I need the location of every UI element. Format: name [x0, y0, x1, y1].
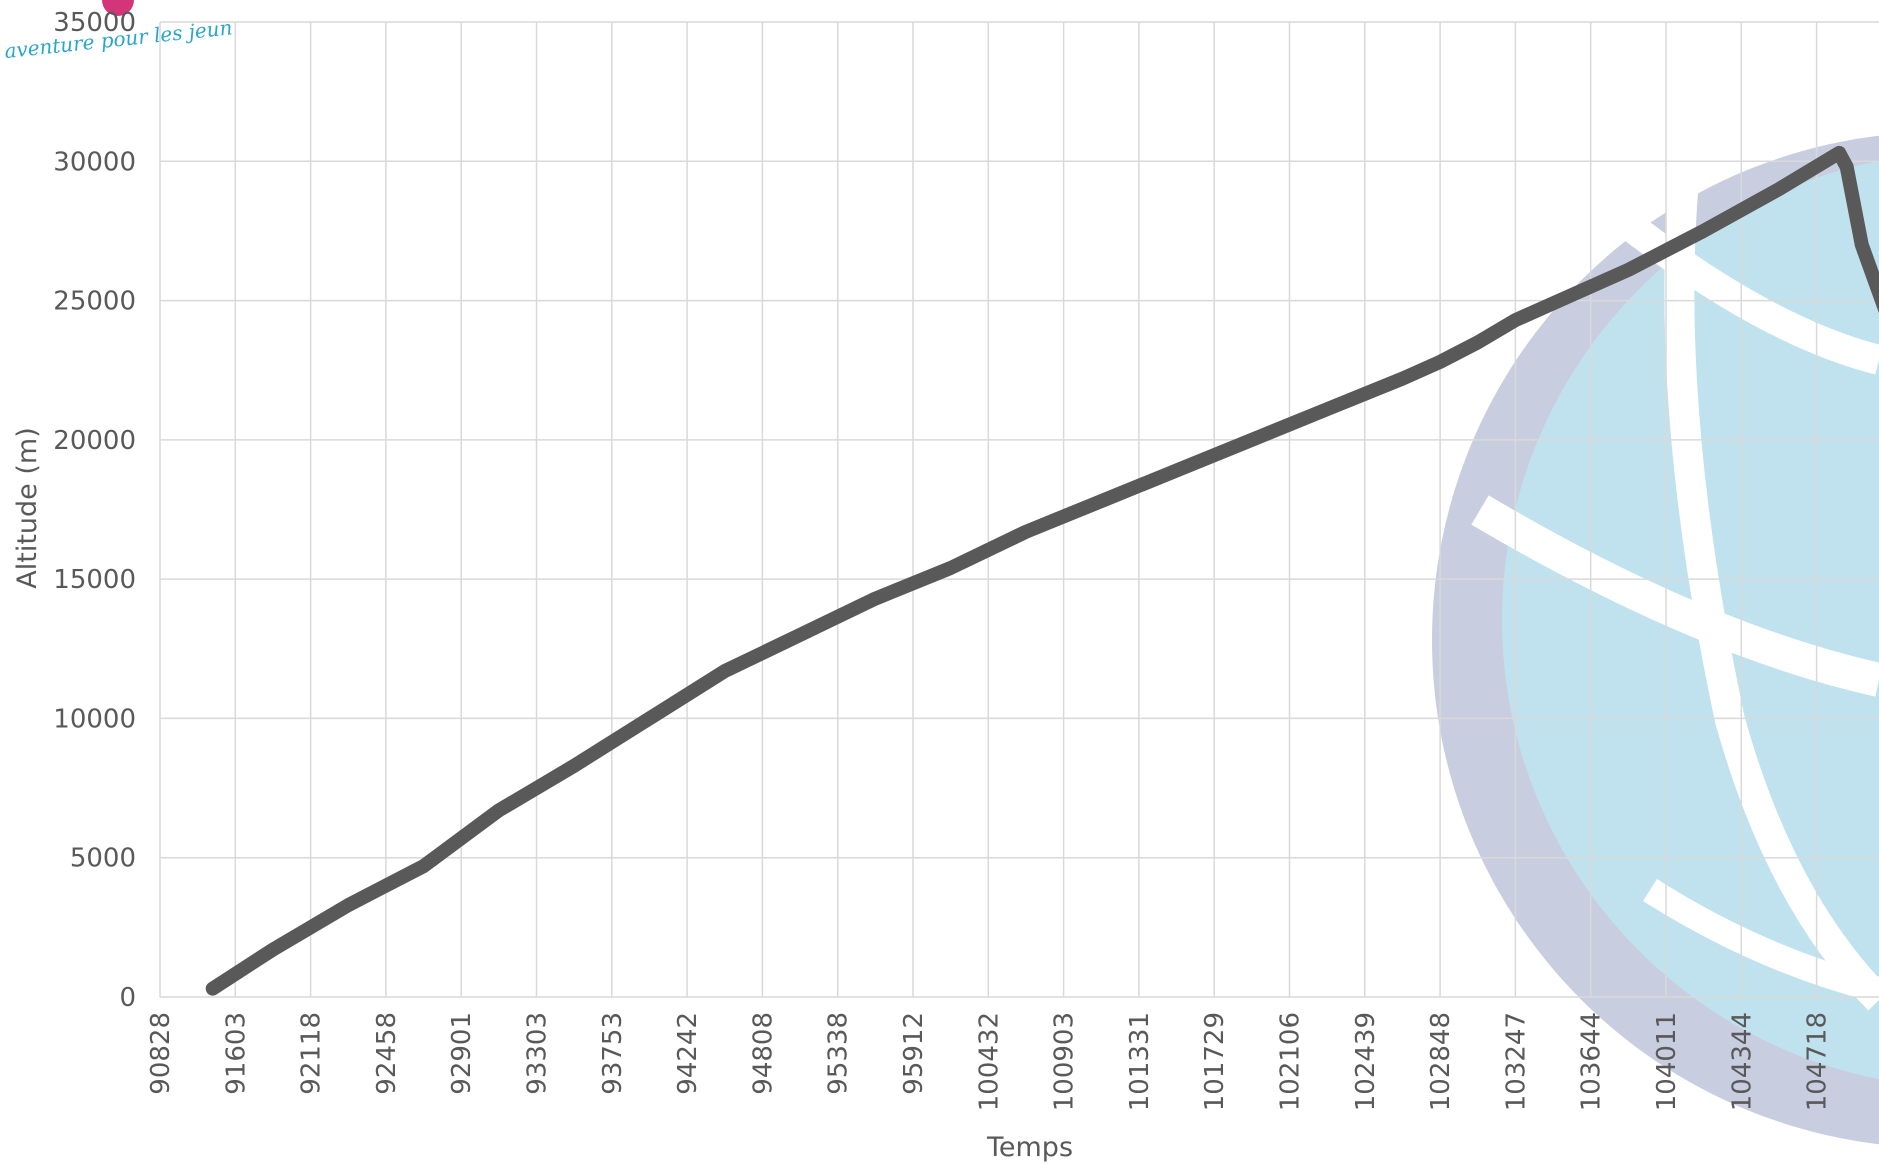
x-tick-label: 103247 [1501, 1012, 1531, 1111]
x-tick-label: 92118 [297, 1012, 327, 1095]
x-tick-label: 102848 [1426, 1012, 1456, 1111]
x-tick-label: 101331 [1125, 1012, 1155, 1111]
x-axis-ticks: 90828 91603 92118 92458 92901 93303 93753 94242… [146, 1012, 1879, 1111]
y-tick-label: 10000 [53, 704, 136, 734]
corner-logo-mark [102, 0, 134, 16]
y-tick-label: 30000 [53, 147, 136, 177]
x-tick-label: 102439 [1351, 1012, 1381, 1111]
x-tick-label: 102106 [1276, 1012, 1306, 1111]
y-tick-label: 20000 [53, 426, 136, 456]
x-tick-label: 95338 [824, 1012, 854, 1095]
y-tick-label: 15000 [53, 565, 136, 595]
y-axis-ticks: 0 5000 10000 15000 20000 25000 30000 35000 [53, 8, 136, 1013]
watermark-logo [1432, 16, 1879, 1145]
x-tick-label: 104344 [1727, 1012, 1757, 1111]
y-tick-label: 35000 [53, 8, 136, 38]
y-tick-label: 0 [119, 983, 136, 1013]
x-tick-label: 93303 [523, 1012, 553, 1095]
x-tick-label: 101729 [1200, 1012, 1230, 1111]
watermark-band-2 [1471, 495, 1879, 697]
x-tick-label: 94242 [673, 1012, 703, 1095]
y-tick-label: 5000 [70, 844, 136, 874]
x-axis-title: Temps [986, 1132, 1073, 1163]
x-tick-label: 91603 [221, 1012, 251, 1095]
x-tick-label: 92901 [447, 1012, 477, 1095]
x-tick-label: 93753 [598, 1012, 628, 1095]
x-tick-label: 95912 [899, 1012, 929, 1095]
x-tick-label: 103644 [1577, 1012, 1607, 1111]
altitude-line [205, 145, 1879, 996]
y-axis-title: Altitude (m) [12, 427, 43, 588]
watermark-band-3 [1643, 879, 1879, 1003]
x-tick-label: 104011 [1652, 1012, 1682, 1111]
x-tick-label: 94808 [748, 1012, 778, 1095]
x-tick-label: 100432 [974, 1012, 1004, 1111]
chart-grid [159, 21, 1879, 998]
x-tick-label: 100903 [1050, 1012, 1080, 1111]
x-tick-label: 90828 [146, 1012, 176, 1095]
watermark-band-1 [1600, 198, 1879, 375]
y-tick-label: 25000 [53, 287, 136, 317]
x-tick-label: 92458 [372, 1012, 402, 1095]
watermark-meridian [1664, 16, 1879, 1011]
chart-series [205, 145, 1879, 996]
x-tick-label: 104718 [1803, 1012, 1833, 1111]
x-tick-label: 105050 [1878, 1012, 1879, 1111]
